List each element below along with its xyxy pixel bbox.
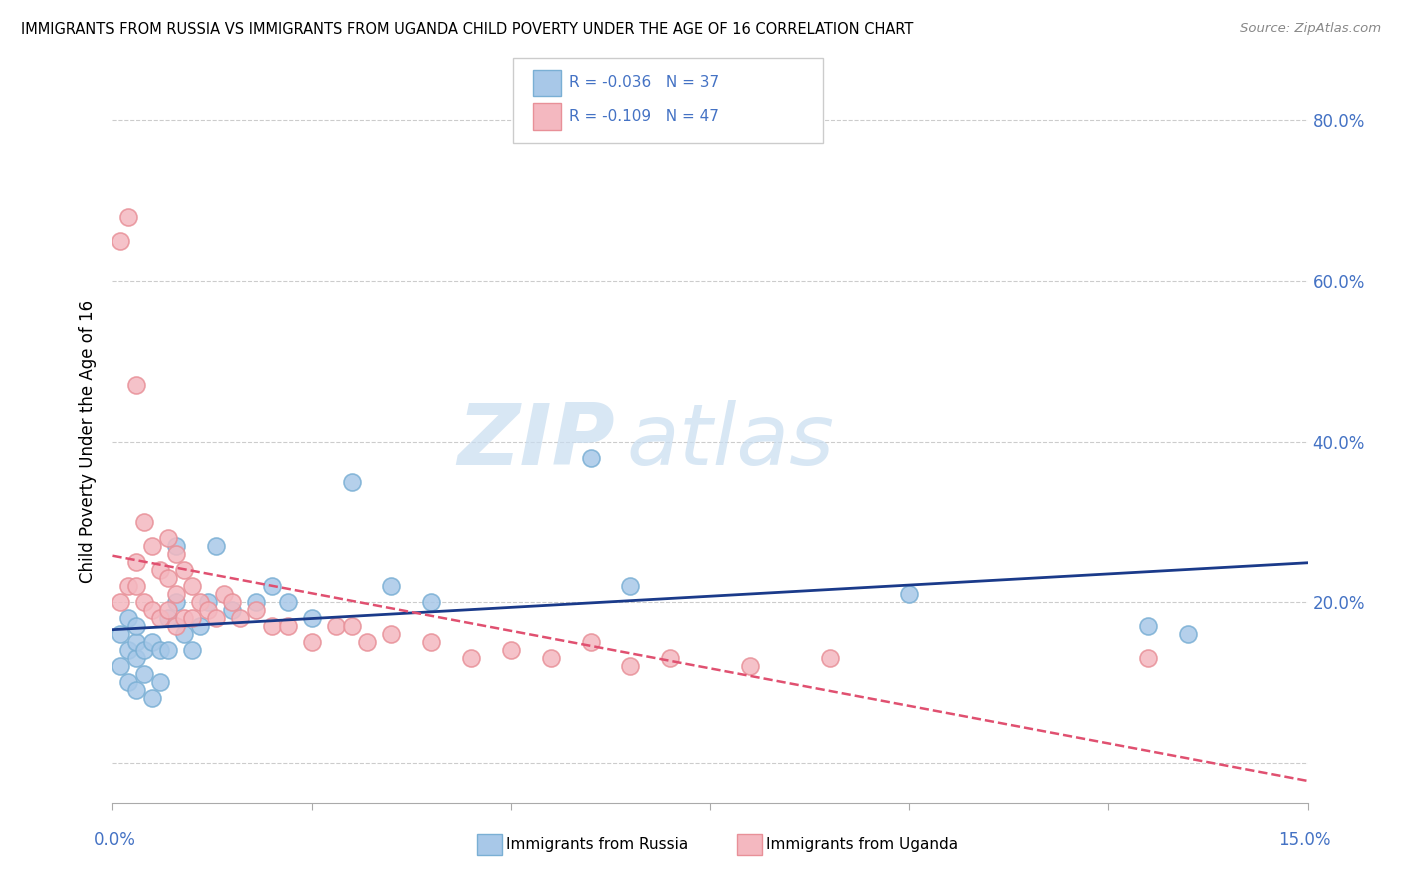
- Point: [125, 619, 148, 633]
- Point: [117, 675, 139, 690]
- Point: [157, 571, 180, 585]
- Point: [173, 627, 195, 641]
- Point: [134, 515, 156, 529]
- Point: [898, 587, 921, 601]
- Point: [117, 643, 139, 657]
- Point: [499, 643, 522, 657]
- Point: [188, 619, 211, 633]
- Point: [181, 611, 204, 625]
- Point: [141, 691, 163, 706]
- Point: [221, 603, 243, 617]
- Point: [125, 683, 148, 698]
- Point: [141, 539, 163, 553]
- Point: [420, 595, 443, 609]
- Point: [173, 611, 195, 625]
- Point: [380, 627, 402, 641]
- Text: IMMIGRANTS FROM RUSSIA VS IMMIGRANTS FROM UGANDA CHILD POVERTY UNDER THE AGE OF : IMMIGRANTS FROM RUSSIA VS IMMIGRANTS FRO…: [21, 22, 914, 37]
- Point: [301, 611, 323, 625]
- Point: [157, 643, 180, 657]
- Point: [197, 595, 219, 609]
- Point: [125, 635, 148, 649]
- Point: [221, 595, 243, 609]
- Text: R = -0.109   N = 47: R = -0.109 N = 47: [569, 110, 720, 124]
- Point: [165, 595, 187, 609]
- Point: [173, 563, 195, 577]
- Point: [301, 635, 323, 649]
- Point: [165, 539, 187, 553]
- Point: [125, 579, 148, 593]
- Point: [340, 475, 363, 489]
- Point: [165, 587, 187, 601]
- Point: [245, 595, 267, 609]
- Point: [141, 635, 163, 649]
- Text: 15.0%: 15.0%: [1278, 831, 1331, 849]
- Point: [579, 450, 602, 465]
- Text: Immigrants from Uganda: Immigrants from Uganda: [766, 838, 959, 852]
- Point: [229, 611, 252, 625]
- Point: [277, 619, 299, 633]
- Point: [157, 531, 180, 545]
- Point: [165, 619, 187, 633]
- Point: [117, 579, 139, 593]
- Point: [125, 651, 148, 665]
- Text: ZIP: ZIP: [457, 400, 614, 483]
- Point: [110, 659, 132, 673]
- Point: [110, 234, 132, 248]
- Text: Immigrants from Russia: Immigrants from Russia: [506, 838, 689, 852]
- Text: Source: ZipAtlas.com: Source: ZipAtlas.com: [1240, 22, 1381, 36]
- Point: [181, 643, 204, 657]
- Point: [149, 675, 172, 690]
- Point: [356, 635, 378, 649]
- Point: [205, 539, 228, 553]
- Point: [380, 579, 402, 593]
- Point: [420, 635, 443, 649]
- Point: [149, 643, 172, 657]
- Point: [165, 547, 187, 561]
- Point: [260, 619, 283, 633]
- Text: R = -0.036   N = 37: R = -0.036 N = 37: [569, 75, 720, 89]
- Point: [325, 619, 347, 633]
- Point: [540, 651, 562, 665]
- Point: [149, 611, 172, 625]
- Point: [1137, 619, 1160, 633]
- Point: [818, 651, 841, 665]
- Point: [134, 643, 156, 657]
- Point: [212, 587, 235, 601]
- Point: [117, 611, 139, 625]
- Point: [738, 659, 761, 673]
- Text: 0.0%: 0.0%: [94, 831, 136, 849]
- Point: [197, 603, 219, 617]
- Point: [1177, 627, 1199, 641]
- Point: [117, 210, 139, 224]
- Point: [188, 595, 211, 609]
- Point: [619, 579, 641, 593]
- Point: [277, 595, 299, 609]
- Point: [110, 627, 132, 641]
- Point: [157, 611, 180, 625]
- Point: [134, 595, 156, 609]
- Point: [340, 619, 363, 633]
- Point: [260, 579, 283, 593]
- Point: [579, 635, 602, 649]
- Point: [181, 579, 204, 593]
- Point: [125, 555, 148, 569]
- Point: [125, 378, 148, 392]
- Point: [205, 611, 228, 625]
- Point: [141, 603, 163, 617]
- Point: [659, 651, 682, 665]
- Point: [460, 651, 482, 665]
- Point: [619, 659, 641, 673]
- Point: [245, 603, 267, 617]
- Y-axis label: Child Poverty Under the Age of 16: Child Poverty Under the Age of 16: [79, 300, 97, 583]
- Point: [134, 667, 156, 681]
- Point: [1137, 651, 1160, 665]
- Point: [157, 603, 180, 617]
- Point: [110, 595, 132, 609]
- Text: atlas: atlas: [627, 400, 834, 483]
- Point: [149, 563, 172, 577]
